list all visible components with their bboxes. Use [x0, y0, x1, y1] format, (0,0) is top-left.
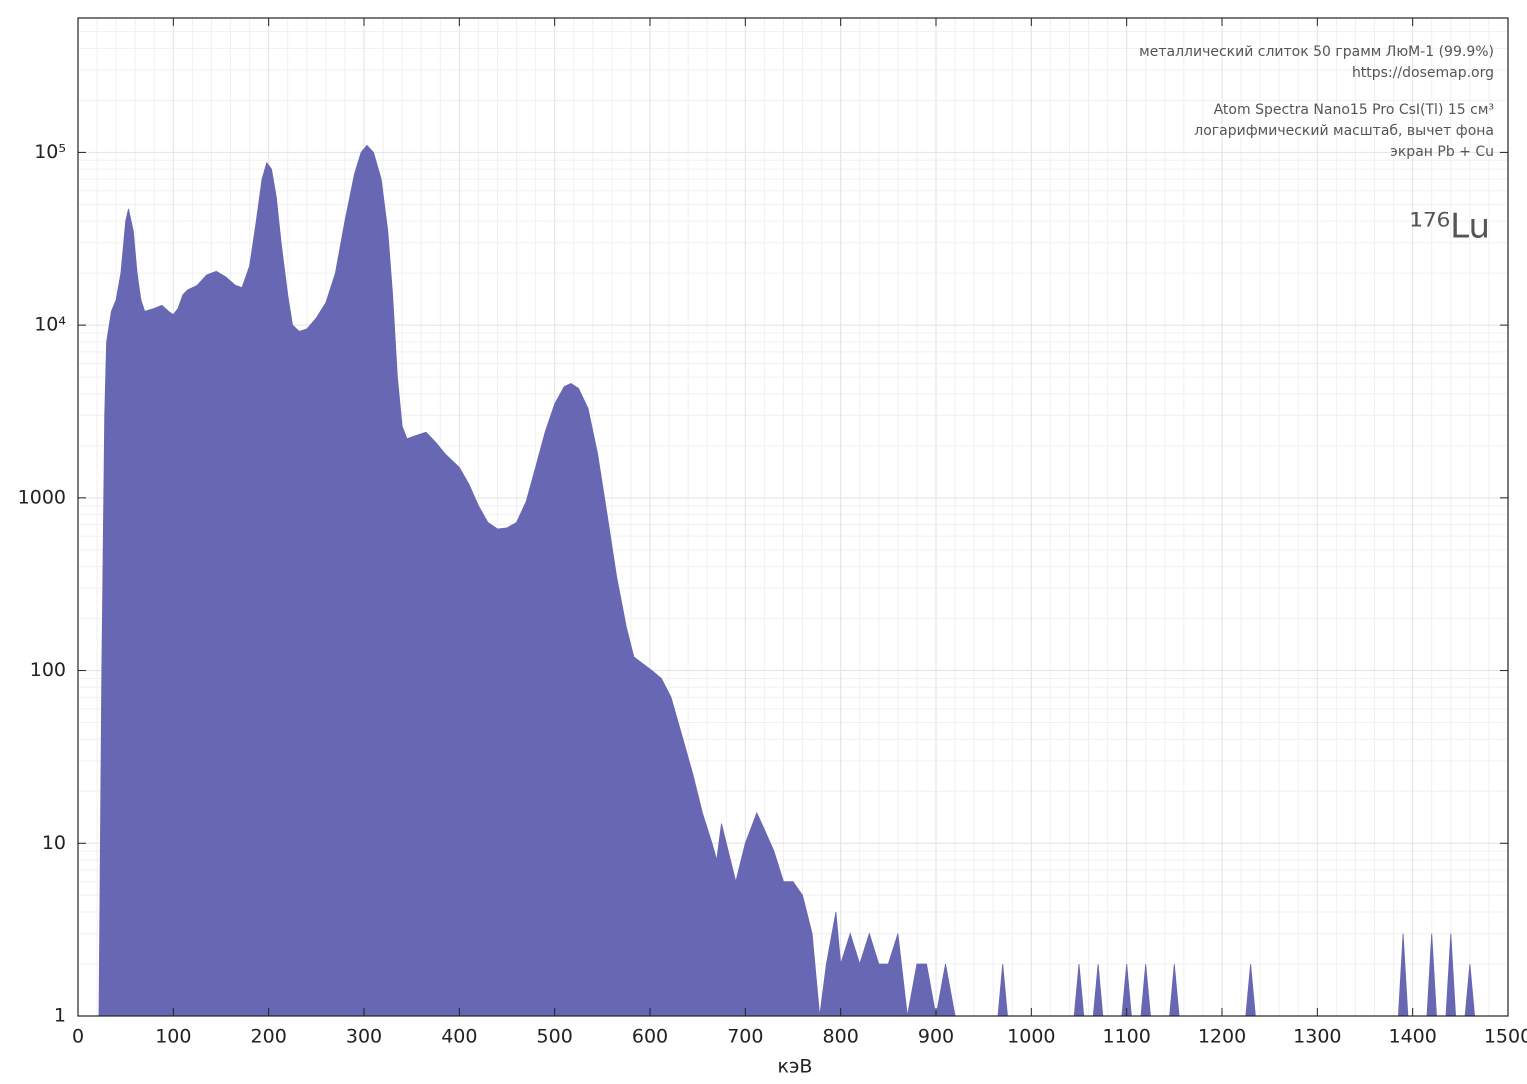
x-tick-label: 300	[346, 1026, 382, 1048]
y-tick-label: 1000	[18, 486, 66, 508]
y-tick-label: 10	[42, 832, 66, 854]
y-tick-label: 1	[54, 1005, 66, 1027]
x-tick-label: 1500	[1484, 1026, 1527, 1048]
spectrum-area	[97, 144, 1480, 1017]
x-tick-label: 700	[727, 1026, 763, 1048]
x-tick-label: 500	[537, 1026, 573, 1048]
x-tick-label: 1400	[1388, 1026, 1436, 1048]
x-tick-label: 800	[823, 1026, 859, 1048]
x-axis-label: кэВ	[778, 1056, 813, 1078]
x-tick-label: 1100	[1102, 1026, 1150, 1048]
y-tick-label: 10⁴	[34, 314, 66, 336]
annotation: металлический слиток 50 грамм ЛюМ-1 (99.…	[1139, 44, 1494, 60]
annotation: экран Pb + Cu	[1390, 144, 1494, 160]
axes: 0 100 200 300 400 500 600 700 800 900 1000 1100 1200…	[18, 17, 1527, 1048]
isotope-label: ¹⁷⁶Lu	[1409, 207, 1490, 247]
annotation: https://dosemap.org	[1352, 65, 1494, 81]
y-tick-label: 100	[30, 659, 66, 681]
x-tick-label: 1300	[1293, 1026, 1341, 1048]
plot	[97, 144, 1480, 1017]
x-tick-label: 100	[155, 1026, 191, 1048]
plot-frame	[77, 17, 1509, 1017]
annotation: Atom Spectra Nano15 Pro CsI(Tl) 15 см³	[1214, 102, 1494, 118]
annotation: логарифмический масштаб, вычет фона	[1194, 123, 1494, 139]
x-tick-label: 600	[632, 1026, 668, 1048]
y-tick-label: 10⁵	[34, 141, 66, 163]
x-tick-label: 400	[441, 1026, 477, 1048]
x-tick-label: 1200	[1198, 1026, 1246, 1048]
x-tick-label: 0	[72, 1026, 84, 1048]
x-tick-label: 200	[251, 1026, 287, 1048]
x-tick-label: 900	[918, 1026, 954, 1048]
x-tick-label: 1000	[1007, 1026, 1055, 1048]
